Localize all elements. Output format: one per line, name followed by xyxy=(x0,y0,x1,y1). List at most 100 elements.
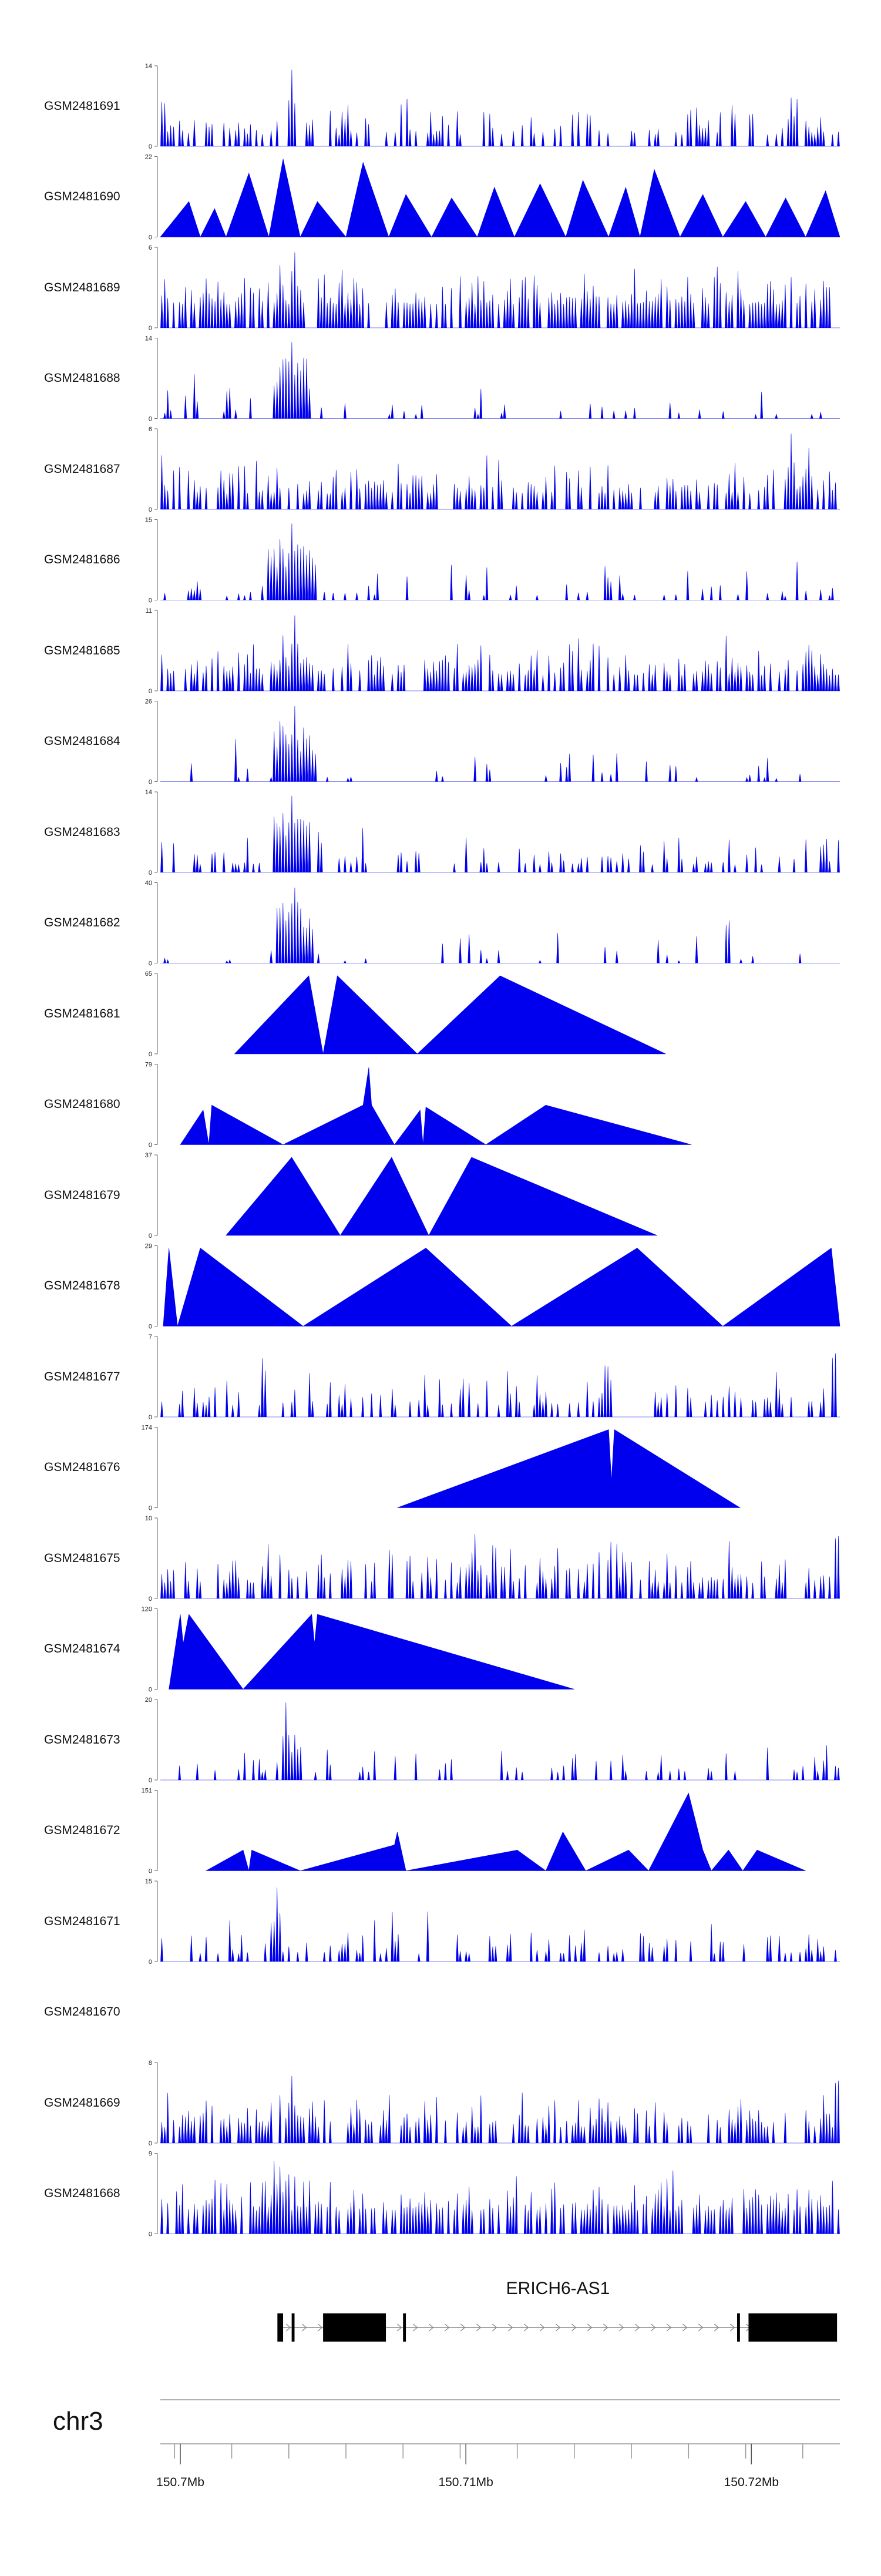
strand-arrow-icon xyxy=(650,2323,656,2332)
track-label: GSM2481689 xyxy=(44,280,120,294)
coverage-area xyxy=(160,2075,840,2144)
gene-exon xyxy=(748,2313,838,2342)
coverage-area xyxy=(160,434,840,510)
coverage-area xyxy=(234,975,666,1054)
track-label: GSM2481675 xyxy=(44,1551,120,1565)
y-tick-label: 0 xyxy=(149,325,152,332)
y-tick-label: 14 xyxy=(145,789,152,796)
track-label: GSM2481673 xyxy=(44,1732,120,1747)
track-GSM2481682: 40 0 xyxy=(145,880,840,968)
y-tick-label: 15 xyxy=(145,517,152,524)
strand-arrow-icon xyxy=(460,2323,466,2332)
track-GSM2481689: 60 xyxy=(149,244,840,332)
coverage-area xyxy=(160,706,840,782)
strand-arrow-icon xyxy=(317,2323,323,2332)
coverage-area xyxy=(160,2161,840,2234)
track-GSM2481677: 70 xyxy=(149,1334,840,1421)
y-tick-label: 29 xyxy=(145,1243,152,1250)
y-tick-label: 0 xyxy=(149,1505,152,1512)
track-GSM2481669: 80 xyxy=(149,2060,840,2147)
gene-exon xyxy=(403,2313,406,2342)
strand-arrow-icon xyxy=(729,2323,735,2332)
y-tick-label: 0 xyxy=(149,960,152,968)
track-label: GSM2481686 xyxy=(44,553,120,566)
y-tick-label: 0 xyxy=(149,597,152,604)
track-label: GSM2481674 xyxy=(44,1642,120,1655)
track-label: GSM2481683 xyxy=(44,825,120,839)
track-label: GSM2481684 xyxy=(44,734,120,748)
coverage-area xyxy=(160,1887,840,1962)
gene-exon xyxy=(323,2313,386,2342)
y-tick-label: 65 xyxy=(145,970,152,978)
strand-arrow-icon xyxy=(301,2323,307,2332)
y-tick-label: 6 xyxy=(149,244,152,251)
track-label: GSM2481681 xyxy=(44,1006,120,1020)
strand-arrow-icon xyxy=(428,2323,434,2332)
y-tick-label: 40 xyxy=(145,880,152,887)
y-tick-label: 9 xyxy=(149,2151,152,2158)
strand-arrow-icon xyxy=(507,2323,513,2332)
strand-arrow-icon xyxy=(412,2323,418,2332)
x-tick-label: 150.72Mb xyxy=(724,2476,779,2489)
y-tick-label: 0 xyxy=(149,1051,152,1058)
track-GSM2481688: 14 0 xyxy=(145,335,840,423)
coverage-area xyxy=(205,1792,806,1872)
y-tick-label: 20 xyxy=(145,1697,152,1704)
x-tick-label: 150.71Mb xyxy=(438,2476,493,2489)
strand-arrow-icon xyxy=(714,2323,719,2332)
y-tick-label: 0 xyxy=(149,1142,152,1149)
track-GSM2481685: 11 0 xyxy=(146,607,840,695)
track-GSM2481686: 15 0 xyxy=(145,517,840,604)
track-GSM2481674: 120 0 xyxy=(142,1606,574,1694)
track-GSM2481678: 29 0 xyxy=(145,1243,840,1331)
strand-arrow-icon xyxy=(698,2323,704,2332)
track-label: GSM2481682 xyxy=(44,916,120,929)
y-tick-label: 120 xyxy=(142,1606,152,1613)
y-tick-label: 0 xyxy=(149,779,152,786)
track-GSM2481687: 60 xyxy=(149,426,840,513)
y-tick-label: 0 xyxy=(149,688,152,695)
coverage-area xyxy=(163,1247,840,1326)
y-tick-label: 14 xyxy=(145,63,152,70)
gene-name: ERICH6-AS1 xyxy=(506,2279,610,2298)
y-tick-label: 0 xyxy=(149,1868,152,1875)
chromosome-label: chr3 xyxy=(53,2407,103,2436)
y-tick-label: 37 xyxy=(145,1152,152,1159)
gene-exon xyxy=(291,2313,295,2342)
track-label: GSM2481687 xyxy=(44,462,120,476)
track-label: GSM2481685 xyxy=(44,643,120,657)
y-tick-label: 7 xyxy=(149,1334,152,1341)
y-tick-label: 79 xyxy=(145,1062,152,1069)
y-tick-label: 0 xyxy=(149,143,152,150)
coverage-area xyxy=(226,1157,658,1236)
coverage-area xyxy=(397,1429,741,1508)
y-tick-label: 0 xyxy=(149,1232,152,1240)
strand-arrow-icon xyxy=(539,2323,545,2332)
strand-arrow-icon xyxy=(396,2323,402,2332)
track-label: GSM2481670 xyxy=(44,2005,120,2019)
strand-arrow-icon xyxy=(603,2323,608,2332)
y-tick-label: 0 xyxy=(149,234,152,241)
strand-arrow-icon xyxy=(285,2323,291,2332)
y-tick-label: 174 xyxy=(142,1425,152,1432)
track-label: GSM2481688 xyxy=(44,371,120,385)
track-GSM2481690: 22 0 xyxy=(145,154,840,241)
track-label: GSM2481690 xyxy=(44,190,120,203)
strand-arrow-icon xyxy=(666,2323,672,2332)
y-tick-label: 26 xyxy=(145,698,152,706)
track-GSM2481691: 14 0 xyxy=(145,63,840,150)
strand-arrow-icon xyxy=(444,2323,450,2332)
y-tick-label: 0 xyxy=(149,1414,152,1421)
y-tick-label: 0 xyxy=(149,2231,152,2238)
track-label: GSM2481679 xyxy=(44,1188,120,1202)
x-tick-label: 150.7Mb xyxy=(156,2476,204,2489)
track-GSM2481675: 10 0 xyxy=(145,1515,840,1603)
coverage-area xyxy=(160,615,840,691)
track-GSM2481671: 15 0 xyxy=(145,1878,840,1966)
y-tick-label: 151 xyxy=(142,1788,152,1795)
y-tick-label: 14 xyxy=(145,335,152,342)
strand-arrow-icon xyxy=(634,2323,640,2332)
